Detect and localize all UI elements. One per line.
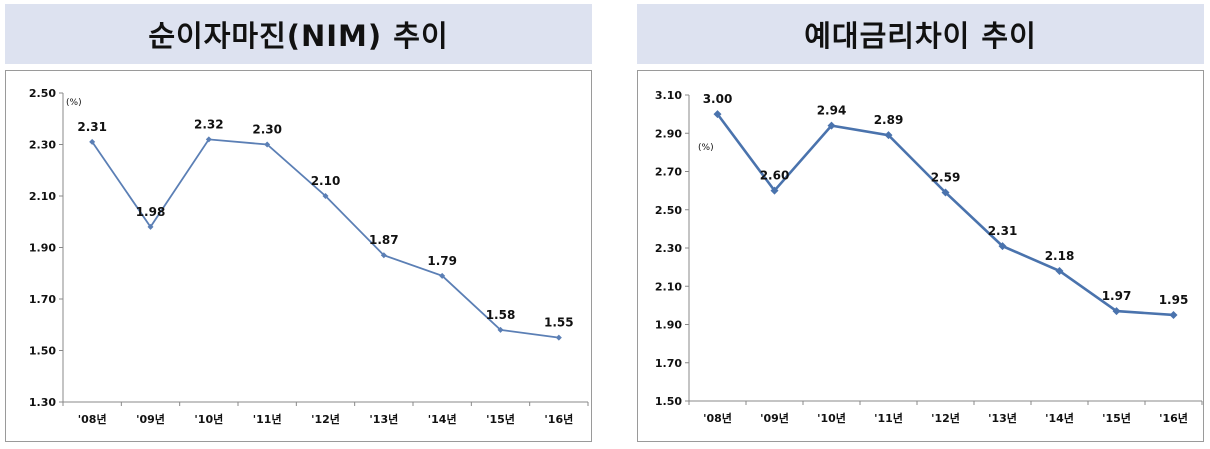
rate-spread-chart: 3.10 2.90 2.70 2.50 2.30 2.10 1.90 1.70 1.50 '08년… — [637, 70, 1204, 442]
nim-x-tick-label: '16년 — [544, 412, 573, 426]
nim-x-tick-label: '15년 — [486, 412, 515, 426]
spread-y-tick-label: 2.50 — [655, 204, 682, 217]
spread-x-tick-label: '13년 — [988, 411, 1017, 425]
nim-data-label: 1.98 — [136, 205, 166, 219]
spread-data-label: 2.59 — [931, 171, 961, 185]
spread-x-tick-label: '11년 — [874, 411, 903, 425]
nim-x-tick-label: '08년 — [78, 412, 107, 426]
spread-y-tick-label: 2.70 — [655, 166, 682, 179]
spread-data-point — [1112, 307, 1121, 316]
spread-data-label: 2.94 — [817, 104, 847, 118]
nim-data-point — [555, 334, 562, 341]
nim-data-point — [264, 141, 271, 148]
spread-data-point — [713, 110, 722, 119]
nim-data-label: 1.87 — [369, 233, 399, 247]
spread-y-tick-label: 2.10 — [655, 280, 682, 293]
spread-data-label: 1.95 — [1159, 293, 1189, 307]
spread-data-label: 2.60 — [760, 169, 790, 183]
nim-data-point — [439, 272, 446, 279]
nim-data-point — [89, 138, 96, 145]
spread-y-tick-label: 1.90 — [655, 319, 682, 332]
spread-data-label: 3.00 — [703, 92, 733, 106]
nim-x-tick-label: '11년 — [253, 412, 282, 426]
spread-series-line — [716, 113, 1174, 317]
nim-y-tick-label: 1.90 — [29, 242, 56, 255]
spread-x-tick-label: '16년 — [1159, 411, 1188, 425]
spread-x-tick-label: '14년 — [1045, 411, 1074, 425]
spread-y-tick-label: 2.90 — [655, 127, 682, 140]
nim-data-point — [205, 136, 212, 143]
spread-y-tick-label: 3.10 — [655, 89, 682, 102]
nim-data-label: 1.55 — [544, 316, 574, 330]
nim-x-tick-label: '09년 — [136, 412, 165, 426]
spread-x-tick-label: '15년 — [1102, 411, 1131, 425]
spread-data-point — [998, 242, 1007, 251]
spread-x-tick-label: '08년 — [703, 411, 732, 425]
nim-data-point — [497, 326, 504, 333]
rate-spread-line-chart: 3.10 2.90 2.70 2.50 2.30 2.10 1.90 1.70 1.50 '08년… — [655, 89, 1203, 425]
spread-x-tick-label: '12년 — [931, 411, 960, 425]
spread-data-label: 1.97 — [1102, 289, 1132, 303]
nim-data-point — [147, 223, 154, 230]
spread-data-point — [941, 188, 950, 197]
nim-x-tick-label: '13년 — [369, 412, 398, 426]
nim-x-tick-label: '12년 — [311, 412, 340, 426]
nim-data-label: 2.32 — [194, 117, 224, 131]
spread-data-point — [1169, 310, 1178, 319]
nim-line-chart: 2.50 2.30 2.10 1.90 1.70 1.50 1.30 '08년 '09년 '10년… — [29, 87, 589, 426]
nim-chart-title: 순이자마진(NIM) 추이 — [5, 4, 592, 64]
spread-data-label: 2.89 — [874, 113, 904, 127]
spread-x-tick-label: '10년 — [817, 411, 846, 425]
spread-x-tick-label: '09년 — [760, 411, 789, 425]
spread-data-point — [884, 131, 893, 140]
nim-y-tick-label: 1.30 — [29, 396, 56, 409]
nim-data-point — [322, 193, 329, 199]
rate-spread-chart-title: 예대금리차이 추이 — [637, 4, 1204, 64]
nim-chart: 2.50 2.30 2.10 1.90 1.70 1.50 1.30 '08년 '09년 '10년… — [5, 70, 592, 442]
nim-y-tick-label: 1.70 — [29, 293, 56, 306]
nim-y-tick-label: 1.50 — [29, 345, 56, 358]
nim-data-label: 1.58 — [486, 308, 516, 322]
nim-data-label: 2.31 — [77, 120, 107, 134]
nim-y-tick-label: 2.30 — [29, 139, 56, 152]
nim-data-label: 2.10 — [311, 174, 341, 188]
nim-y-tick-label: 2.50 — [29, 87, 56, 100]
spread-y-tick-label: 2.30 — [655, 242, 682, 255]
spread-data-point — [1055, 266, 1064, 275]
nim-y-tick-label: 2.10 — [29, 190, 56, 203]
nim-x-tick-label: '14년 — [428, 412, 457, 426]
nim-data-label: 2.30 — [252, 123, 282, 137]
spread-unit-label: (%) — [698, 143, 714, 153]
spread-y-tick-label: 1.50 — [655, 395, 682, 408]
nim-data-point — [380, 252, 387, 259]
nim-x-tick-label: '10년 — [194, 412, 223, 426]
spread-data-label: 2.18 — [1045, 249, 1075, 263]
nim-data-label: 1.79 — [427, 254, 457, 268]
spread-y-tick-label: 1.70 — [655, 357, 682, 370]
spread-data-point — [770, 186, 779, 195]
spread-data-label: 2.31 — [988, 224, 1018, 238]
nim-unit-label: (%) — [66, 98, 82, 108]
spread-data-point — [827, 121, 836, 130]
